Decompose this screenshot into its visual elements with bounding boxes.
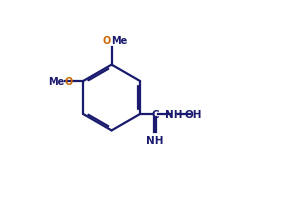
Text: C: C bbox=[151, 109, 159, 119]
Text: NH: NH bbox=[146, 135, 164, 145]
Text: Me: Me bbox=[112, 36, 128, 46]
Text: NH: NH bbox=[165, 109, 183, 119]
Text: O: O bbox=[65, 77, 73, 87]
Text: O: O bbox=[102, 36, 111, 46]
Text: Me: Me bbox=[48, 77, 65, 87]
Text: OH: OH bbox=[184, 109, 202, 119]
